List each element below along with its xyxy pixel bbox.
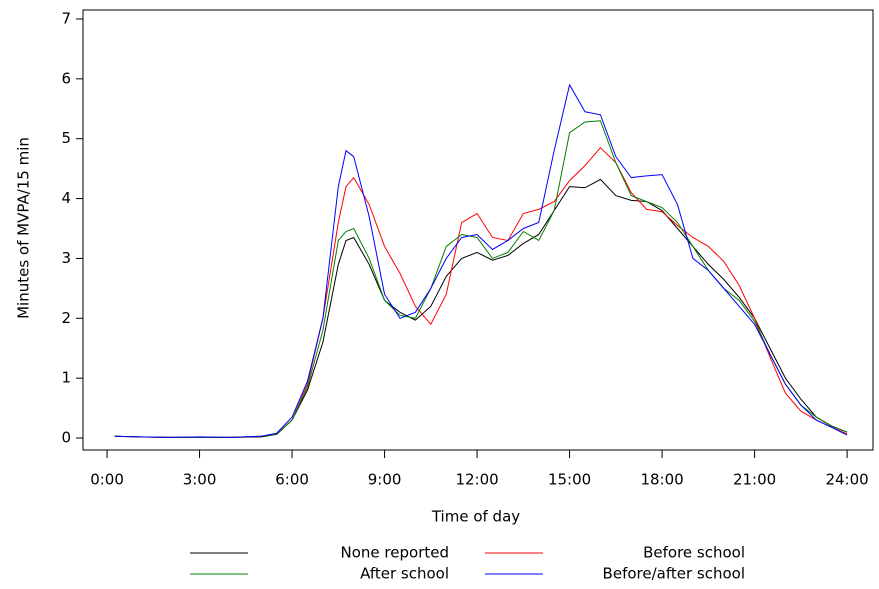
y-tick-label: 2 bbox=[61, 309, 71, 327]
series-line bbox=[114, 120, 848, 438]
x-tick-label: 3:00 bbox=[183, 471, 217, 489]
x-tick-label: 15:00 bbox=[548, 471, 591, 489]
x-tick-label: 24:00 bbox=[825, 471, 868, 489]
x-tick-label: 21:00 bbox=[733, 471, 776, 489]
legend-label: After school bbox=[360, 565, 449, 583]
y-tick-label: 4 bbox=[61, 189, 71, 207]
legend-label: Before school bbox=[643, 544, 745, 562]
series-line bbox=[114, 178, 848, 438]
y-tick-label: 5 bbox=[61, 129, 71, 147]
y-axis-label: Minutes of MVPA/15 min bbox=[15, 137, 33, 319]
x-tick-label: 18:00 bbox=[640, 471, 683, 489]
series-line bbox=[114, 83, 848, 438]
y-tick-label: 0 bbox=[61, 429, 71, 447]
x-tick-label: 9:00 bbox=[368, 471, 402, 489]
series-line bbox=[114, 146, 848, 438]
legend-label: None reported bbox=[341, 544, 449, 562]
y-tick-label: 3 bbox=[61, 249, 71, 267]
x-tick-label: 0:00 bbox=[90, 471, 124, 489]
plot-frame bbox=[82, 9, 874, 451]
x-tick-label: 6:00 bbox=[275, 471, 309, 489]
y-tick-label: 7 bbox=[61, 9, 71, 27]
x-tick-label: 12:00 bbox=[455, 471, 498, 489]
legend-label: Before/after school bbox=[603, 565, 745, 583]
x-axis-label: Time of day bbox=[431, 508, 520, 526]
y-tick-label: 6 bbox=[61, 69, 71, 87]
y-tick-label: 1 bbox=[61, 369, 71, 387]
